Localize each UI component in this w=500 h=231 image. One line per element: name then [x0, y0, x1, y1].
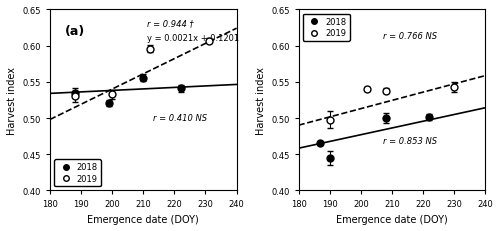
Text: y = 0.0021x + 0.1201: y = 0.0021x + 0.1201 — [147, 34, 239, 43]
Text: (b): (b) — [314, 25, 334, 38]
Legend: 2018, 2019: 2018, 2019 — [54, 159, 101, 186]
Text: r = 0.410 NS: r = 0.410 NS — [152, 113, 207, 122]
Text: r = 0.944 †: r = 0.944 † — [147, 19, 194, 28]
Text: r = 0.853 NS: r = 0.853 NS — [382, 137, 436, 146]
Text: (a): (a) — [65, 25, 85, 38]
Y-axis label: Harvest index: Harvest index — [256, 67, 266, 134]
X-axis label: Emergence date (DOY): Emergence date (DOY) — [336, 214, 448, 224]
Y-axis label: Harvest index: Harvest index — [7, 67, 17, 134]
Legend: 2018, 2019: 2018, 2019 — [303, 15, 350, 42]
Text: r = 0.766 NS: r = 0.766 NS — [382, 32, 436, 41]
X-axis label: Emergence date (DOY): Emergence date (DOY) — [88, 214, 199, 224]
